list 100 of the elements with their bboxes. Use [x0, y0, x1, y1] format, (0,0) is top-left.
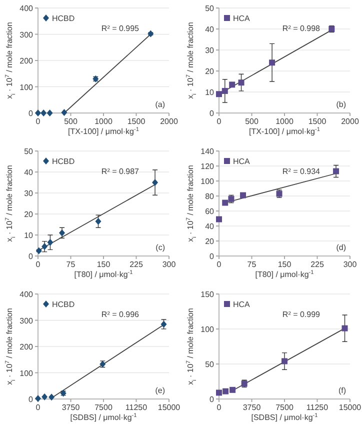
x-axis-title: [TX-100] / μmol·kg$^{-1}$ — [68, 127, 139, 136]
legend-label: HCBD — [52, 14, 75, 23]
y-tick-label: 40 — [205, 222, 215, 231]
x-axis-title: [TX-100] / μmol·kg$^{-1}$ — [249, 127, 320, 136]
legend-label: HCA — [233, 157, 251, 166]
y-tick-label: 30 — [24, 189, 34, 198]
y-tick-label: 150 — [200, 290, 215, 299]
annotation: R² = 0.934 — [282, 167, 321, 176]
x-tick-label: 2000 — [160, 117, 178, 126]
x-tick-label: 7500 — [276, 403, 294, 412]
x-tick-label: 0 — [36, 403, 41, 412]
point — [216, 390, 222, 396]
x-tick-label: 7500 — [94, 403, 113, 412]
annotation: R² = 0.999 — [282, 310, 321, 320]
legend-label: HCBD — [52, 300, 75, 309]
x-tick-label: 225 — [310, 260, 324, 269]
y-tick-label: 0 — [28, 395, 34, 404]
point — [216, 216, 222, 222]
point — [152, 179, 158, 186]
y-tick-label: 10 — [205, 88, 215, 97]
point — [46, 110, 53, 116]
point — [229, 82, 236, 88]
x-tick-label: 500 — [245, 117, 259, 126]
x-tick-label: 0 — [216, 260, 222, 269]
legend-label: HCBD — [52, 157, 75, 166]
x-tick-label: 15000 — [338, 403, 362, 412]
point — [48, 394, 55, 401]
x-tick-label: 1500 — [127, 117, 146, 126]
x-tick-label: 11250 — [306, 403, 329, 412]
annotation: R² = 0.996 — [101, 310, 140, 320]
x-tick-label: 300 — [343, 260, 358, 269]
annotation: R² = 0.998 — [282, 24, 321, 34]
y-tick-label: 20 — [205, 237, 215, 246]
annotation: (f) — [338, 386, 346, 395]
x-axis-title: [SDBS] / μmol·kg$^{-1}$ — [251, 413, 318, 422]
point — [282, 358, 288, 364]
annotation: R² = 0.987 — [101, 167, 140, 176]
y-tick-label: 0 — [28, 109, 34, 118]
point — [333, 168, 340, 174]
x-tick-label: 225 — [130, 260, 144, 269]
legend-label: HCA — [233, 300, 251, 309]
y-tick-label: 300 — [20, 316, 34, 326]
x-tick-label: 0 — [36, 260, 41, 269]
legend-label: HCA — [233, 14, 251, 23]
point — [35, 110, 41, 116]
x-axis-title: [SDBS] / μmol·kg$^{-1}$ — [70, 413, 137, 422]
annotation: (e) — [155, 386, 166, 395]
y-tick-label: 20 — [205, 67, 215, 76]
point — [222, 88, 228, 94]
point — [35, 394, 41, 402]
point — [240, 192, 246, 198]
x-tick-label: 0 — [216, 117, 222, 126]
point — [216, 91, 222, 98]
y-tick-label: 100 — [20, 82, 34, 92]
annotation: (c) — [156, 243, 166, 252]
x-tick-label: 300 — [162, 260, 176, 269]
y-tick-label: 40 — [205, 25, 215, 34]
x-tick-label: 150 — [96, 260, 111, 269]
point — [61, 108, 68, 116]
annotation: (b) — [336, 100, 346, 109]
y-tick-label: 100 — [20, 368, 34, 378]
y-tick-label: 20 — [24, 210, 34, 219]
x-tick-label: 1000 — [276, 117, 294, 126]
point — [222, 388, 229, 394]
x-tick-label: 150 — [278, 260, 292, 269]
x-tick-label: 500 — [64, 117, 78, 126]
y-tick-label: 200 — [20, 342, 34, 352]
point — [230, 386, 236, 393]
y-tick-label: 80 — [205, 192, 215, 201]
point — [269, 60, 276, 66]
x-tick-label: 1500 — [308, 117, 327, 126]
y-tick-label: 40 — [24, 168, 34, 177]
point — [42, 243, 48, 250]
y-tick-label: 30 — [205, 46, 215, 55]
x-tick-label: 0 — [216, 403, 222, 412]
x-tick-label: 2000 — [341, 117, 360, 126]
point — [342, 325, 348, 332]
x-axis-title: [T80] / μmol·kg$^{-1}$ — [74, 270, 133, 279]
y-tick-label: 10 — [24, 231, 34, 240]
point — [222, 200, 228, 206]
y-tick-label: 100 — [200, 177, 215, 186]
x-tick-label: 3750 — [62, 403, 80, 412]
y-tick-label: 0 — [28, 252, 34, 261]
point — [95, 218, 102, 225]
point — [42, 393, 48, 400]
y-tick-label: 0 — [210, 252, 215, 261]
x-tick-label: 75 — [247, 260, 257, 269]
x-tick-label: 75 — [66, 260, 76, 269]
x-tick-label: 1000 — [94, 117, 113, 126]
y-tick-label: 100 — [200, 325, 215, 334]
point — [40, 110, 47, 116]
y-tick-label: 400 — [20, 290, 34, 299]
x-axis-title: [T80] / μmol·kg$^{-1}$ — [255, 270, 314, 279]
annotation: (a) — [155, 100, 166, 109]
y-tick-label: 0 — [210, 109, 215, 118]
x-tick-label: 15000 — [158, 403, 181, 412]
annotation: R² = 0.995 — [101, 24, 140, 34]
x-tick-label: 0 — [36, 117, 41, 126]
y-tick-label: 50 — [205, 4, 215, 13]
annotation: (d) — [336, 243, 346, 252]
